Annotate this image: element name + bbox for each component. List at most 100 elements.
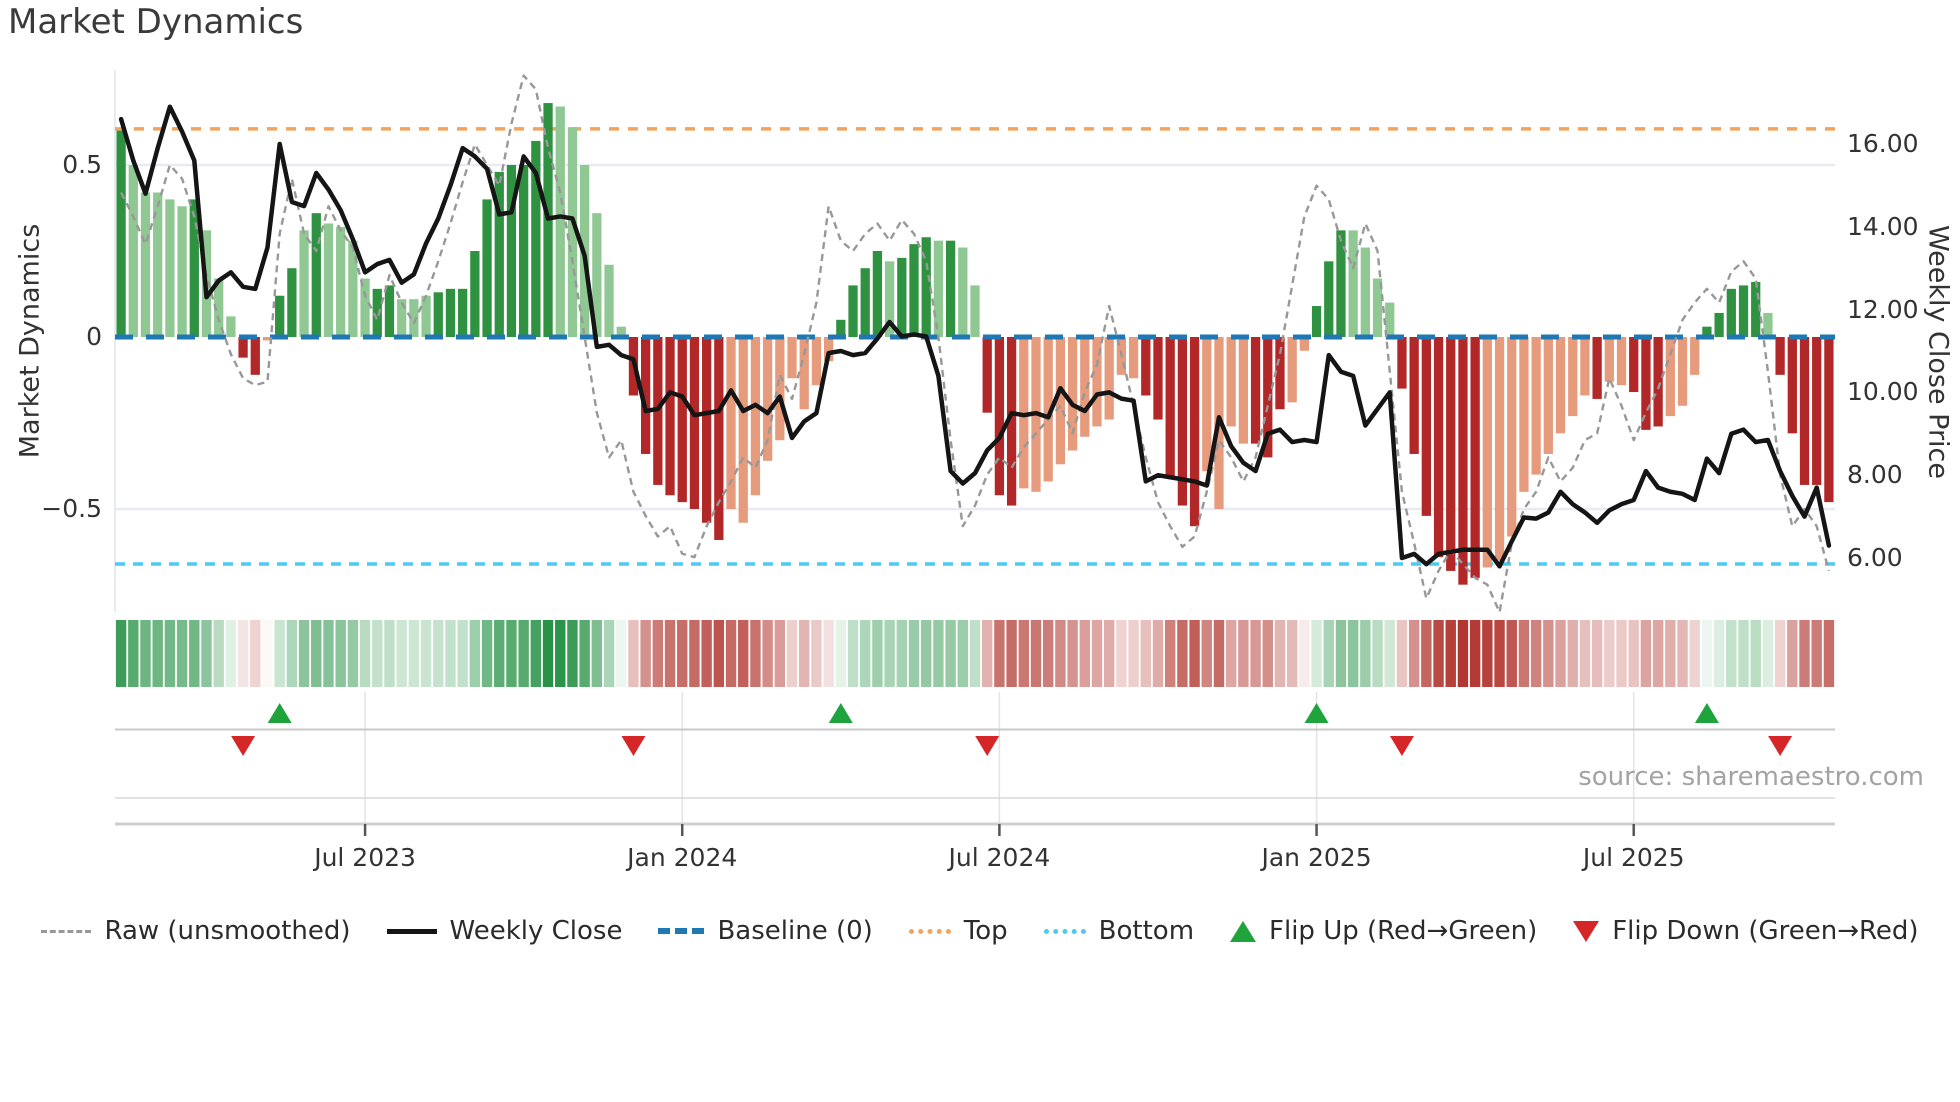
oscillator-bar (1421, 337, 1431, 516)
y-tick-label-right: 12.00 (1847, 294, 1919, 324)
heatmap-cell (384, 620, 395, 687)
heatmap-cell (1689, 620, 1700, 687)
oscillator-bar (1604, 337, 1614, 382)
oscillator-bar (421, 295, 431, 337)
heatmap-cell (1677, 620, 1688, 687)
oscillator-bar (1568, 337, 1578, 417)
heatmap-cell (359, 620, 371, 687)
oscillator-bar (1629, 337, 1639, 393)
oscillator-bar (1080, 337, 1090, 437)
heatmap-cell (811, 620, 822, 687)
oscillator-bar (958, 247, 968, 337)
oscillator-bar (1250, 337, 1261, 444)
heatmap-cell (847, 620, 859, 687)
oscillator-bar (1519, 337, 1529, 492)
legend-item-flip-down: Flip Down (Green→Red) (1573, 916, 1919, 946)
oscillator-bar (372, 288, 382, 337)
heatmap-cell (908, 620, 920, 687)
price-line (118, 104, 1832, 569)
heatmap-cell (1445, 620, 1456, 687)
heatmap-cell (189, 620, 200, 687)
oscillator-bar (555, 106, 565, 338)
heatmap-cell (1177, 620, 1188, 687)
oscillator-bar (470, 251, 480, 337)
heatmap-cell (164, 620, 176, 687)
oscillator-bar (360, 278, 370, 337)
heatmap-cell (994, 620, 1005, 687)
oscillator-bar (1043, 337, 1053, 482)
heatmap-cell (1506, 620, 1517, 687)
oscillator-bar (1397, 337, 1407, 389)
heatmap-cell (872, 620, 883, 687)
source-credit: source: sharemaestro.com (1578, 762, 1924, 792)
heatmap-cell (237, 620, 249, 687)
oscillator-bar (1799, 337, 1810, 485)
oscillator-bar (860, 268, 870, 337)
flip-down-marker (1389, 736, 1414, 756)
oscillator-bar (750, 337, 761, 496)
heatmap-cell (433, 620, 444, 687)
oscillator-bar (1238, 337, 1249, 444)
oscillator-bar (1275, 337, 1285, 410)
heatmap-cell (1079, 620, 1090, 687)
flip-down-marker (975, 736, 1000, 756)
heatmap-cell (1482, 620, 1493, 687)
heatmap-cell (713, 620, 725, 687)
heatmap-cell (518, 620, 529, 687)
bottom-line-swatch-icon (1043, 928, 1086, 934)
oscillator-bar (1665, 337, 1675, 417)
heatmap-cell (408, 620, 420, 687)
heatmap-cell (945, 620, 956, 687)
oscillator-bar (677, 337, 687, 503)
oscillator-bar (409, 299, 419, 337)
heatmap-cell (1055, 620, 1066, 687)
heatmap-cell (1384, 620, 1395, 687)
oscillator-bar (982, 337, 992, 413)
heatmap-cell (1213, 620, 1225, 687)
oscillator-bar (884, 261, 895, 337)
legend-label: Flip Down (Green→Red) (1612, 916, 1919, 946)
heatmap-cell (628, 620, 639, 687)
oscillator-bar (140, 192, 151, 337)
oscillator-bar (787, 337, 797, 379)
heatmap-cell (1091, 620, 1103, 687)
heatmap-cell (1140, 620, 1151, 687)
heatmap-cell (530, 620, 542, 687)
heatmap-cell (1274, 620, 1286, 687)
oscillator-bar (1348, 230, 1358, 337)
oscillator-bar (738, 337, 748, 523)
heatmap-cell (1774, 620, 1786, 687)
heatmap-cell (1628, 620, 1639, 687)
oscillator-bar (1153, 337, 1163, 420)
heatmap-cell (335, 620, 346, 687)
oscillator-bar (1104, 337, 1114, 420)
oscillator-bar (433, 292, 443, 337)
heatmap-cell (1518, 620, 1530, 687)
heatmap-cell (286, 620, 298, 687)
heatmap-cell (506, 620, 517, 687)
oscillator-bar (1494, 337, 1505, 561)
oscillator-bar (250, 337, 260, 375)
legend-item-baseline: Baseline (0) (658, 916, 873, 946)
heatmap-cell (1067, 620, 1078, 687)
oscillator-bar (689, 337, 700, 509)
heatmap-cell (1591, 620, 1603, 687)
x-tick-label: Jul 2025 (1582, 843, 1685, 872)
heatmap-cell (250, 620, 261, 687)
heatmap-cell (225, 620, 237, 687)
oscillator-bar (616, 326, 626, 337)
heatmap-cell (725, 620, 737, 687)
heatmap-cell (1469, 620, 1481, 687)
oscillator-bar (726, 337, 736, 509)
oscillator-bar (1128, 337, 1139, 379)
oscillator-bar (494, 171, 504, 337)
raw-line-swatch-icon (41, 929, 92, 933)
oscillator-bar (531, 140, 541, 337)
heatmap-cell (1238, 620, 1249, 687)
oscillator-bar (567, 127, 578, 337)
heatmap-cell (494, 620, 505, 687)
heatmap-cell (616, 620, 627, 687)
oscillator-bar (641, 337, 651, 454)
heatmap-cell (1286, 620, 1298, 687)
